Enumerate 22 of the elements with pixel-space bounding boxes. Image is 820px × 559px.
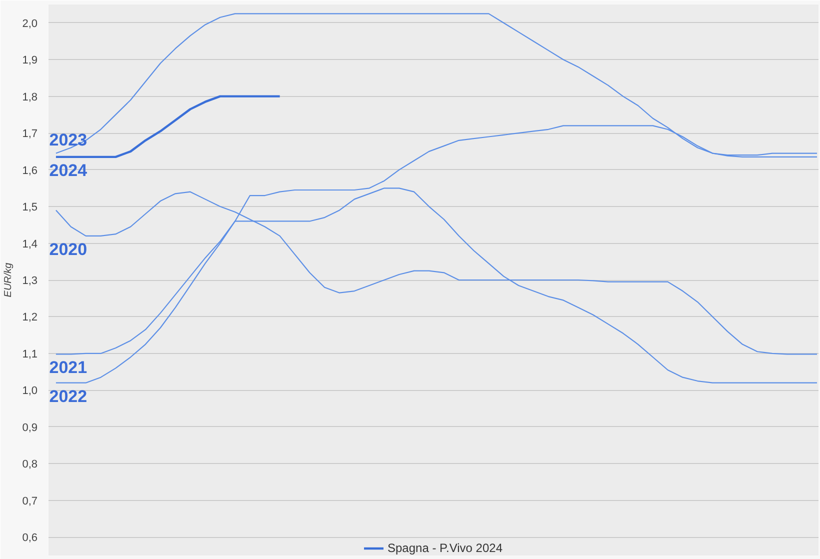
y-tick-label: 0,7: [22, 495, 38, 508]
legend-label: Spagna - P.Vivo 2024: [388, 541, 502, 555]
y-tick-label: 1,6: [22, 164, 38, 177]
series-label: 2021: [49, 358, 88, 378]
y-tick-label: 1,9: [22, 54, 38, 67]
series-label: 2023: [49, 130, 88, 150]
series-label: 2022: [49, 386, 88, 406]
y-tick-label: 1,3: [22, 275, 38, 287]
y-axis-title: EUR/kg: [3, 262, 14, 298]
y-tick-label: 2,0: [22, 18, 38, 30]
y-tick-label: 1,1: [22, 348, 38, 360]
y-tick-label: 1,0: [22, 385, 38, 398]
y-tick-label: 1,5: [22, 202, 38, 214]
y-tick-label: 0,6: [22, 532, 38, 544]
y-tick-label: 1,7: [22, 128, 38, 140]
y-tick-label: 1,4: [22, 238, 38, 250]
y-tick-label: 0,8: [22, 458, 38, 471]
y-tick-label: 0,9: [22, 422, 38, 434]
annotation: 2024: [49, 160, 88, 180]
series-label: 2020: [49, 240, 88, 259]
y-tick-label: 1,2: [22, 312, 38, 324]
y-tick-label: 1,8: [22, 91, 38, 104]
